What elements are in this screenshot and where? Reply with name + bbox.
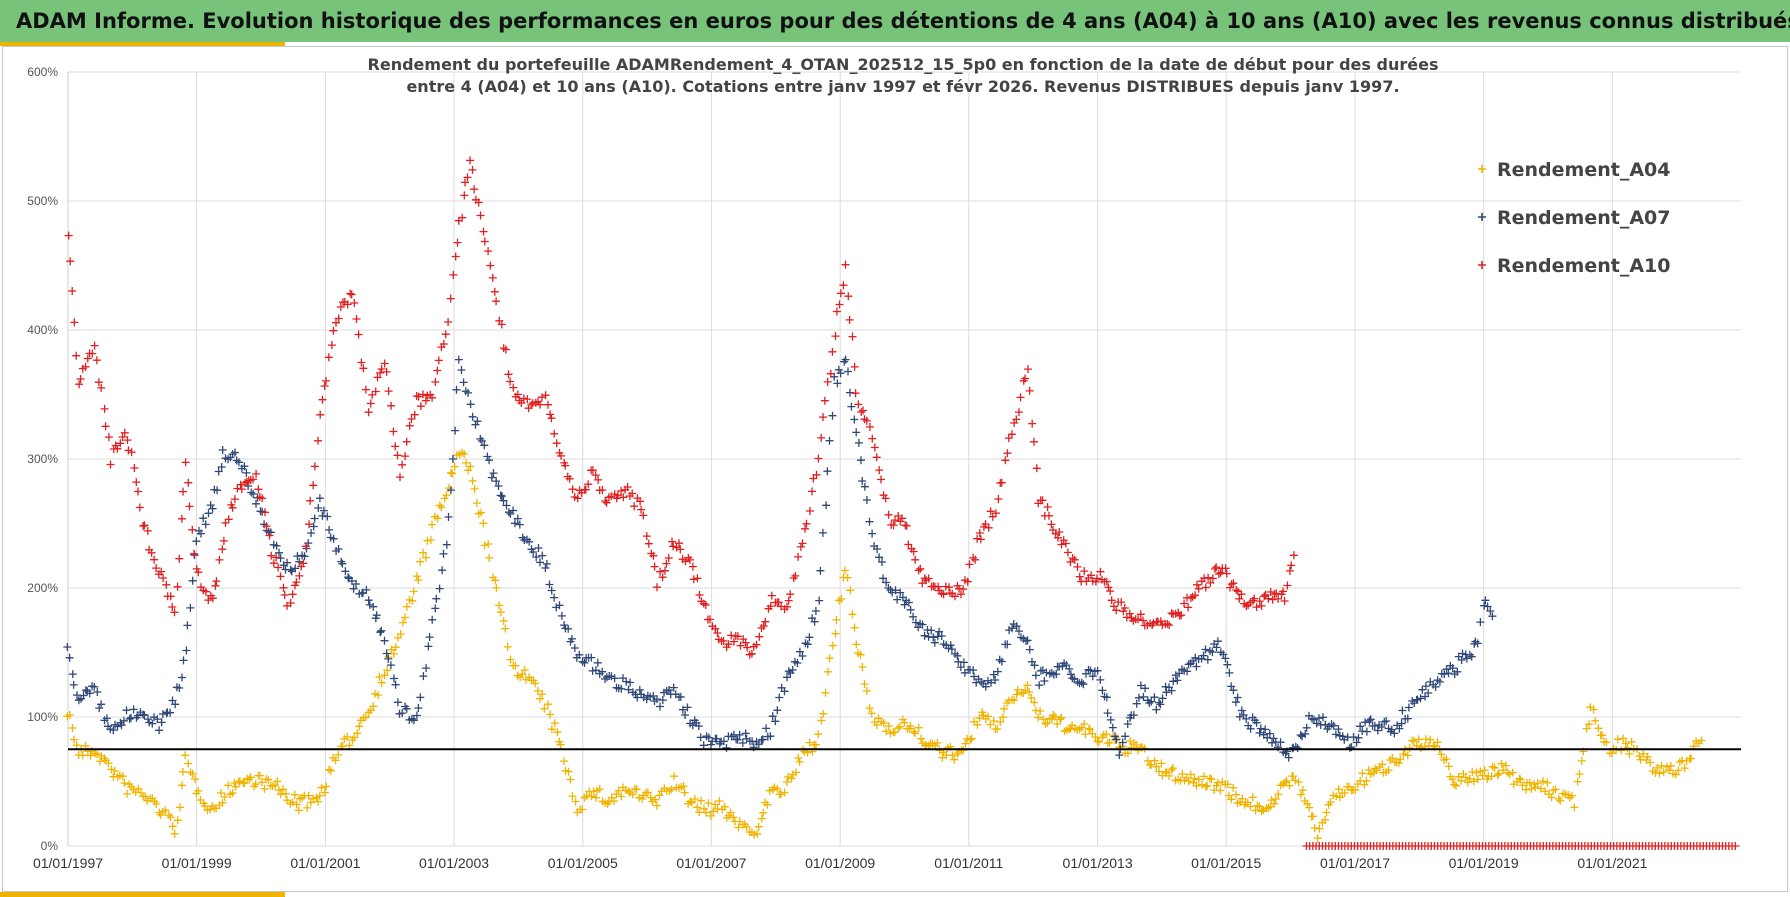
x-tick-label: 01/01/2013 [1063,855,1133,871]
legend: Rendement_A04 Rendement_A07 Rendement_A10 [1478,159,1670,277]
y-axis: 0% 100% 200% 300% 400% 500% 600% [27,65,58,853]
series-Rendement_A10-zero-band [1302,842,1740,850]
series-Rendement_A10 [64,156,1298,659]
x-tick-label: 01/01/1999 [162,855,232,871]
x-tick-label: 01/01/2003 [419,855,489,871]
legend-marker [1478,261,1486,269]
legend-marker [1478,165,1486,173]
y-tick-label: 400% [27,323,58,337]
series [63,156,1740,850]
x-tick-label: 01/01/2011 [934,855,1003,871]
legend-marker [1478,213,1486,221]
legend-label: Rendement_A04 [1497,159,1670,181]
x-tick-label: 01/01/2005 [548,855,618,871]
x-axis: 01/01/1997 01/01/1999 01/01/2001 01/01/2003… [33,855,1648,871]
series-Rendement_A04 [63,448,1706,843]
chart-title-line: entre 4 (A04) et 10 ans (A10). Cotations… [406,77,1399,96]
bottom-accent-bar [0,892,285,897]
top-accent-bar [0,42,285,46]
x-tick-label: 01/01/2017 [1320,855,1390,871]
page-title: ADAM Informe. Evolution historique des p… [0,0,1790,42]
x-tick-label: 01/01/2019 [1449,855,1519,871]
chart-title: Rendement du portefeuille ADAMRendement_… [368,55,1439,96]
chart: 0%100%200%300%400%500%600% 01/01/1997 01/… [27,55,1741,871]
x-tick-label: 01/01/2009 [805,855,875,871]
x-tick-label: 01/01/2021 [1577,855,1647,871]
y-tick-label: 0% [41,839,59,853]
legend-label: Rendement_A07 [1497,207,1670,229]
grid [67,71,1741,847]
legend-label: Rendement_A10 [1497,255,1670,277]
x-tick-label: 01/01/1997 [33,855,103,871]
x-tick-label: 01/01/2001 [290,855,360,871]
y-tick-label: 200% [27,581,58,595]
series-Rendement_A07 [63,355,1497,762]
chart-title-line: Rendement du portefeuille ADAMRendement_… [368,55,1439,74]
y-tick-label: 300% [27,452,58,466]
x-tick-label: 01/01/2015 [1191,855,1261,871]
y-tick-label: 100% [27,710,58,724]
y-tick-label: 500% [27,194,58,208]
y-tick-label: 600% [27,65,58,79]
chart-frame: 0% 100% 200% 300% 400% 500% 600% 01/01/1997 01/… [2,46,1788,892]
x-tick-label: 01/01/2007 [676,855,746,871]
